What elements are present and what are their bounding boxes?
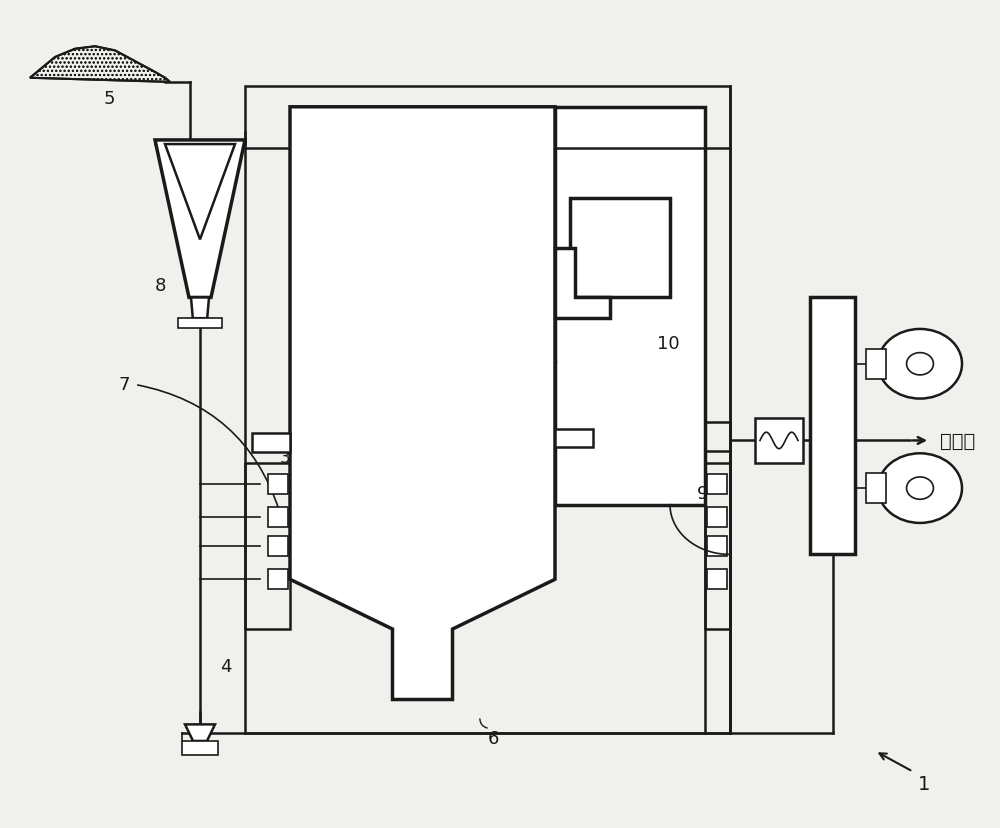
Bar [555,430,593,448]
Polygon shape [555,248,610,319]
Text: 8: 8 [155,277,166,295]
Circle shape [907,478,933,499]
Text: 9: 9 [697,484,708,503]
Circle shape [907,354,933,375]
Polygon shape [155,141,245,298]
Polygon shape [30,47,170,83]
Bar [707,570,727,590]
Bar [268,508,288,527]
Text: 6: 6 [488,729,499,748]
Bar [810,298,855,555]
Bar [245,87,730,733]
Bar [755,418,803,464]
Bar [866,474,886,503]
Text: 10: 10 [657,335,680,353]
Bar [178,319,222,329]
Text: 3: 3 [280,449,291,467]
Text: 7: 7 [118,376,130,394]
Circle shape [878,330,962,399]
Text: 1: 1 [918,774,930,793]
Bar [182,741,218,755]
Bar [268,570,288,590]
Bar [268,537,288,556]
Bar [707,474,727,494]
Bar [268,474,288,494]
Bar [155,141,245,145]
Bar [252,434,290,452]
Circle shape [878,454,962,523]
Polygon shape [290,108,555,700]
Polygon shape [165,145,235,240]
Bar [570,199,670,298]
Bar [555,108,705,505]
Text: 5: 5 [104,90,115,108]
Bar [707,508,727,527]
Text: 向烟筒: 向烟筒 [940,431,975,450]
Polygon shape [191,298,209,319]
Text: 3: 3 [548,351,559,369]
Bar [245,464,290,629]
Bar [866,349,886,379]
Text: 4: 4 [220,657,232,676]
Polygon shape [185,724,215,741]
Bar [707,537,727,556]
Bar [705,464,730,629]
